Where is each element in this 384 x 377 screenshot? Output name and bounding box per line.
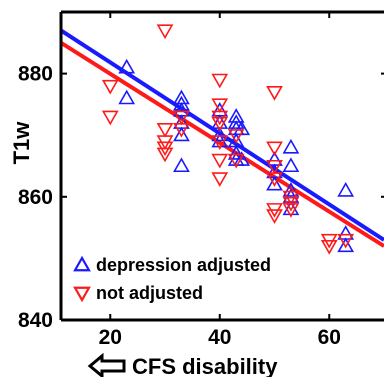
y-tick-label-2: 840 [18, 309, 53, 332]
plot-area: 880 860 840 20 40 60 depression adjusted not ad… [18, 10, 384, 349]
point-1-12 [211, 116, 229, 132]
point-0-3 [173, 95, 190, 111]
point-0-23 [282, 138, 300, 154]
point-0-25 [282, 182, 300, 197]
legend-marker-0 [73, 255, 91, 272]
point-1-20 [266, 159, 283, 175]
legend-marker-1 [73, 286, 91, 303]
point-0-0 [118, 58, 136, 74]
point-0-7 [173, 157, 190, 173]
point-1-28 [320, 240, 338, 255]
y-axis-label: T1w [9, 121, 34, 165]
y-tick-label-1: 860 [18, 186, 53, 209]
x-tick-label-2: 60 [318, 326, 341, 349]
point-0-19 [233, 151, 251, 166]
legend-label-0: depression adjusted [96, 255, 271, 275]
arrow-left-icon [87, 352, 126, 377]
point-0-6 [173, 126, 190, 142]
point-1-8 [173, 122, 190, 138]
point-1-0 [101, 79, 119, 95]
point-1-15 [211, 172, 229, 187]
point-0-16 [227, 145, 245, 160]
point-1-26 [282, 203, 300, 218]
point-1-2 [156, 24, 174, 40]
point-0-28 [337, 182, 355, 197]
point-0-22 [266, 175, 283, 191]
point-0-24 [282, 157, 300, 173]
x-axis-label: CFS disability [132, 354, 278, 377]
point-1-7 [173, 110, 190, 126]
point-1-3 [156, 122, 174, 138]
point-1-29 [337, 233, 355, 249]
point-1-9 [211, 73, 229, 89]
point-0-11 [211, 132, 229, 148]
point-0-13 [227, 114, 245, 129]
point-0-30 [337, 237, 355, 253]
x-tick-label-1: 40 [208, 326, 231, 349]
y-tick-label-0: 880 [18, 63, 53, 86]
point-1-21 [266, 172, 283, 187]
point-0-18 [233, 120, 251, 136]
point-1-16 [227, 129, 245, 144]
fit-line-0 [61, 28, 384, 242]
point-1-17 [227, 153, 245, 169]
point-1-18 [266, 86, 283, 101]
point-1-13 [211, 135, 229, 150]
point-0-10 [211, 126, 229, 142]
point-1-1 [101, 110, 119, 126]
point-1-10 [211, 98, 229, 114]
point-1-23 [266, 209, 283, 224]
point-1-6 [156, 147, 174, 163]
x-tick-label-0: 20 [99, 326, 122, 349]
point-0-27 [282, 200, 300, 216]
legend-label-1: not adjusted [96, 283, 203, 303]
point-0-1 [118, 89, 136, 105]
point-1-19 [266, 141, 283, 157]
point-1-14 [211, 153, 229, 169]
